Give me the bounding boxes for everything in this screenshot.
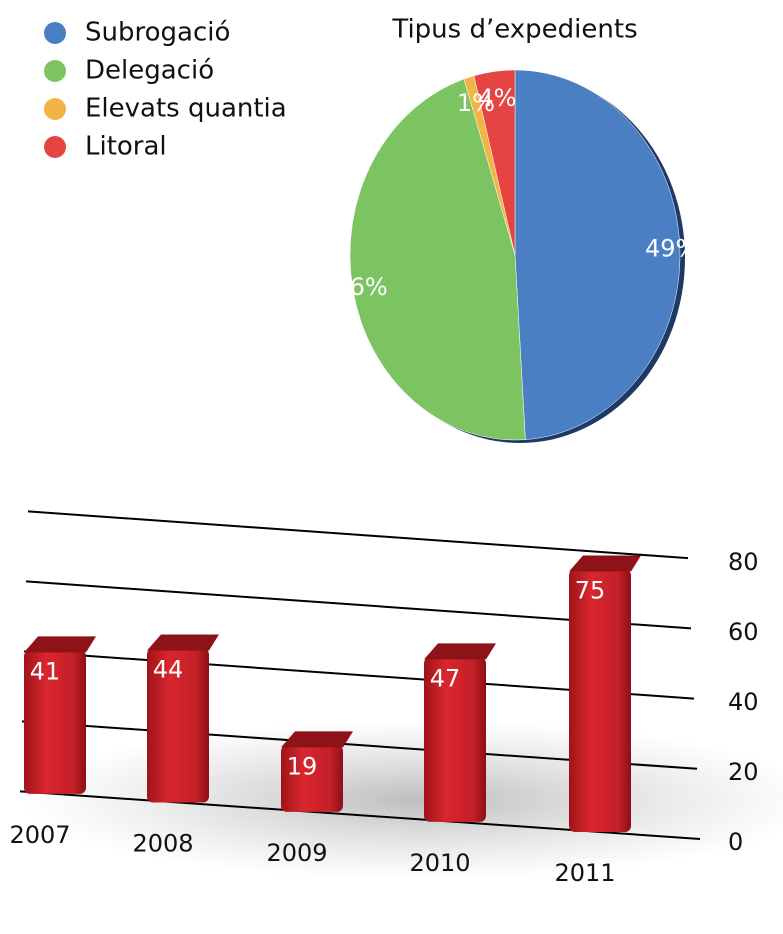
legend-swatch xyxy=(44,22,66,44)
y-tick-label: 0 xyxy=(728,828,743,856)
y-tick-label: 80 xyxy=(728,548,759,576)
legend-swatch xyxy=(44,98,66,120)
legend-swatch xyxy=(44,60,66,82)
y-tick-label: 40 xyxy=(728,688,759,716)
data-label: 1% xyxy=(457,89,495,117)
data-label: 49% xyxy=(645,234,698,262)
data-label: 44 xyxy=(153,655,184,683)
data-label: 19 xyxy=(287,752,318,780)
data-label: 47 xyxy=(430,664,461,692)
grid-line xyxy=(27,510,689,560)
bar xyxy=(147,648,209,803)
x-tick-label: 2008 xyxy=(132,829,193,857)
y-tick-label: 20 xyxy=(728,758,759,786)
legend-label: Subrogació xyxy=(85,18,230,48)
bar-top xyxy=(281,731,353,748)
bar-top xyxy=(147,634,219,651)
legend-label: Delegació xyxy=(85,56,214,86)
data-label: 41 xyxy=(30,657,61,685)
legend-label: Litoral xyxy=(85,132,167,162)
x-tick-label: 2009 xyxy=(266,839,327,867)
bar-top xyxy=(24,636,96,653)
legend-swatch xyxy=(44,136,66,158)
legend-label: Elevats quantia xyxy=(85,94,287,124)
bar xyxy=(281,745,343,812)
pie-slice xyxy=(349,78,526,441)
data-label: 46% xyxy=(334,273,387,301)
y-tick-label: 60 xyxy=(728,618,759,646)
pie-slice xyxy=(473,69,516,256)
bar-top xyxy=(424,643,496,660)
bar xyxy=(424,657,486,822)
bar-top xyxy=(569,555,641,572)
x-tick-label: 2010 xyxy=(409,849,470,877)
bar xyxy=(569,569,631,832)
data-label: 75 xyxy=(575,577,606,605)
x-tick-label: 2007 xyxy=(9,821,70,849)
chart-title: Tipus d’expedients xyxy=(391,15,637,45)
pie-slice xyxy=(514,69,681,440)
data-label: 4% xyxy=(478,84,516,112)
bar xyxy=(24,650,86,794)
x-tick-label: 2011 xyxy=(554,859,615,887)
